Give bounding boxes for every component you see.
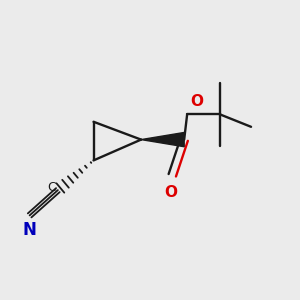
Text: O: O bbox=[164, 185, 177, 200]
Polygon shape bbox=[141, 133, 184, 147]
Text: N: N bbox=[23, 221, 37, 239]
Text: C: C bbox=[48, 181, 56, 194]
Text: O: O bbox=[191, 94, 204, 109]
